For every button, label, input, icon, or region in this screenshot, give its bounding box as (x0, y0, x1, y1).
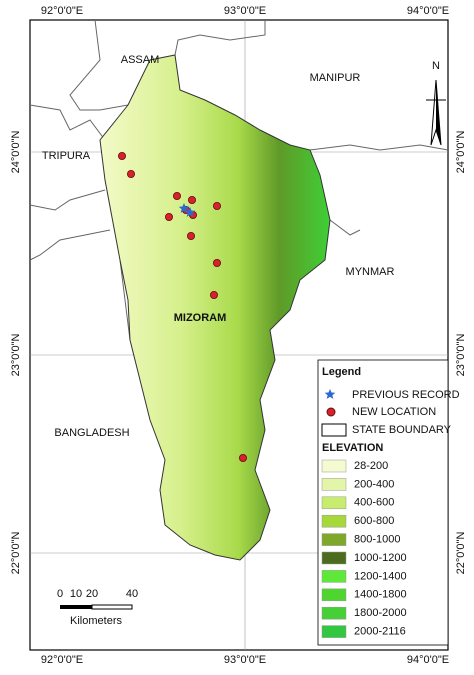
right-label: 24°0'0"N (455, 131, 467, 174)
right-label: 22°0'0"N (455, 532, 467, 575)
elevation-swatch (321, 496, 347, 510)
legend-symbol-label: STATE BOUNDARY (352, 424, 452, 436)
elevation-label: 200-400 (354, 478, 394, 490)
elevation-label: 1200-1400 (354, 570, 407, 582)
elevation-label: 800-1000 (354, 534, 401, 546)
elevation-swatch (321, 459, 347, 473)
elevation-swatch (321, 514, 347, 528)
elevation-label: 1400-1800 (354, 589, 407, 601)
top-label: 93°0'0"E (224, 5, 266, 17)
north-arrow (426, 79, 446, 146)
left-label: 23°0'0"N (10, 334, 22, 377)
elevation-swatch (321, 478, 347, 491)
elevation-label: 400-600 (354, 497, 394, 509)
previous-records (178, 203, 196, 217)
elevation-swatch (321, 570, 347, 583)
scale-tick: 20 (86, 588, 98, 600)
elevation-swatch (321, 551, 347, 565)
new-locations (118, 151, 247, 462)
mizoram-relief (99, 54, 331, 561)
scale-tick: 10 (70, 588, 82, 600)
bottom-label: 94°0'0"E (407, 654, 449, 666)
elevation-label: 28-200 (354, 460, 388, 472)
elevation-label: 2000-2116 (354, 626, 406, 638)
left-label: 22°0'0"N (10, 532, 22, 575)
legend-symbol-label: NEW LOCATION (352, 406, 436, 418)
legend-star (324, 389, 336, 399)
scale-unit: Kilometers (70, 615, 122, 627)
scale-tick: 0 (57, 588, 63, 600)
neighbour-boundaries (29, 19, 449, 341)
region-label: MIZORAM (174, 312, 227, 324)
scale-bar (60, 604, 133, 610)
elevation-swatch (321, 588, 347, 602)
elevation-title: ELEVATION (322, 442, 383, 454)
bottom-label: 93°0'0"E (224, 654, 266, 666)
elevation-label: 1800-2000 (354, 607, 407, 619)
legend-circle (326, 407, 336, 417)
north-label: N (432, 60, 440, 72)
region-label: MYNMAR (346, 266, 395, 278)
right-label: 23°0'0"N (455, 334, 467, 377)
scale-tick: 40 (126, 588, 138, 600)
left-label: 24°0'0"N (10, 131, 22, 174)
legend-symbol-label: PREVIOUS RECORD (352, 389, 460, 401)
elevation-label: 600-800 (354, 515, 394, 527)
top-label: 92°0'0"E (41, 5, 83, 17)
elevation-swatch (321, 606, 347, 620)
region-label: ASSAM (121, 54, 160, 66)
region-label: BANGLADESH (54, 427, 129, 439)
elevation-label: 1000-1200 (354, 552, 407, 564)
elevation-swatch (321, 625, 347, 638)
region-label: TRIPURA (42, 150, 91, 162)
legend-title: Legend (322, 366, 361, 378)
region-label: MANIPUR (310, 72, 361, 84)
legend-boundary (321, 423, 347, 437)
top-label: 94°0'0"E (407, 5, 449, 17)
elevation-swatch (321, 533, 347, 546)
bottom-label: 92°0'0"E (41, 654, 83, 666)
